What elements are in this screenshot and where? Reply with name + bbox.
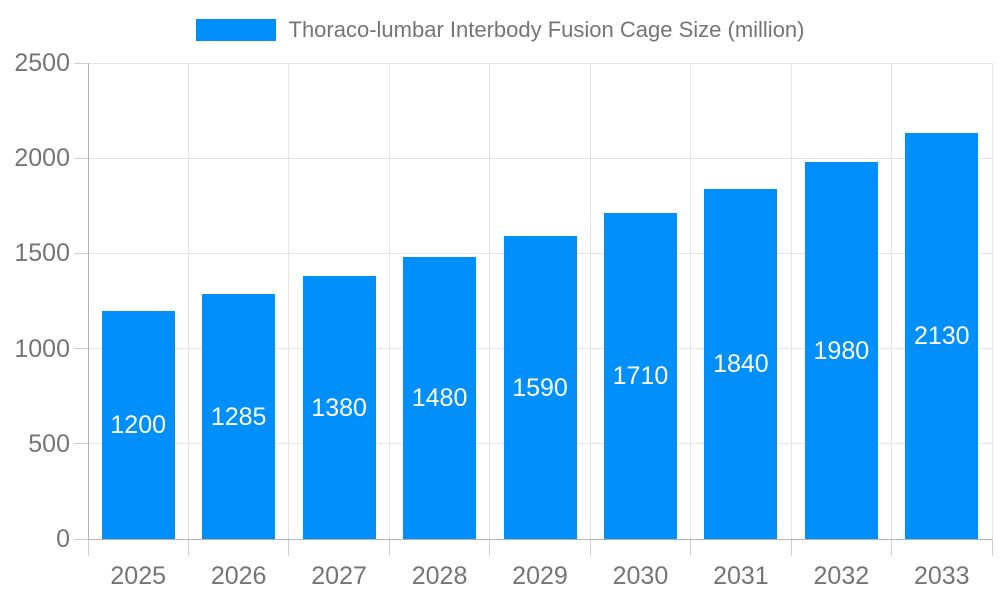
- x-axis-label: 2028: [411, 562, 468, 590]
- x-axis-tick: [690, 539, 692, 556]
- y-axis-label: 2000: [14, 144, 70, 173]
- y-axis-label: 1000: [14, 334, 70, 363]
- x-gridline: [489, 63, 491, 539]
- bar[interactable]: [503, 236, 577, 539]
- x-axis-label: 2026: [210, 562, 267, 590]
- bar[interactable]: [101, 310, 175, 539]
- x-axis-label: 2027: [311, 562, 367, 590]
- y-axis-label: 2500: [14, 49, 70, 77]
- y-axis-tick: [74, 348, 88, 350]
- bar[interactable]: [704, 188, 778, 539]
- legend-item[interactable]: Thoraco-lumbar Interbody Fusion Cage Siz…: [0, 14, 1000, 46]
- x-axis-label: 2029: [512, 562, 568, 590]
- x-axis-label: 2033: [913, 562, 970, 590]
- y-axis-line: [87, 63, 89, 539]
- x-axis-label: 2031: [713, 562, 769, 590]
- x-axis-tick: [589, 539, 591, 556]
- y-axis-label: 0: [56, 525, 70, 553]
- bar-value-label: 2130: [913, 322, 970, 351]
- y-gridline: [88, 157, 992, 159]
- x-axis-tick: [891, 539, 893, 556]
- x-gridline: [288, 63, 290, 539]
- x-axis-tick: [388, 539, 390, 556]
- bar-value-label: 1480: [411, 384, 468, 413]
- x-axis-tick: [991, 539, 993, 556]
- bar-value-label: 1840: [713, 349, 769, 378]
- legend-label: Thoraco-lumbar Interbody Fusion Cage Siz…: [288, 17, 805, 42]
- bar[interactable]: [302, 276, 376, 539]
- x-axis-label: 2032: [813, 562, 870, 590]
- x-gridline: [690, 63, 692, 539]
- bar[interactable]: [603, 213, 677, 539]
- x-axis-label: 2030: [612, 562, 669, 590]
- bar-value-label: 1380: [311, 393, 367, 422]
- x-gridline: [790, 63, 792, 539]
- y-axis-tick: [74, 538, 88, 540]
- bar-value-label: 1285: [210, 402, 267, 431]
- y-axis-tick: [74, 157, 88, 159]
- bar-value-label: 1590: [512, 373, 568, 402]
- x-gridline: [388, 63, 390, 539]
- x-gridline: [187, 63, 189, 539]
- legend-swatch: [195, 19, 276, 41]
- x-axis-tick: [187, 539, 189, 556]
- bar[interactable]: [403, 257, 477, 539]
- x-axis-tick: [489, 539, 491, 556]
- y-axis-tick: [74, 443, 88, 445]
- x-gridline: [991, 63, 993, 539]
- x-axis-tick: [87, 539, 89, 556]
- x-gridline: [891, 63, 893, 539]
- bar-value-label: 1980: [813, 336, 870, 365]
- y-axis-tick: [74, 62, 88, 64]
- bar[interactable]: [804, 162, 878, 539]
- x-axis-line: [88, 538, 992, 540]
- x-axis-tick: [288, 539, 290, 556]
- bar[interactable]: [202, 294, 276, 539]
- bar-value-label: 1710: [612, 362, 669, 391]
- x-axis-tick: [790, 539, 792, 556]
- y-axis-label: 1500: [14, 239, 70, 268]
- y-axis-tick: [74, 252, 88, 254]
- bar-value-label: 1200: [110, 410, 167, 439]
- x-gridline: [589, 63, 591, 539]
- y-axis-label: 500: [28, 429, 70, 458]
- x-axis-label: 2025: [110, 562, 167, 590]
- y-gridline: [88, 62, 992, 64]
- bar[interactable]: [905, 133, 979, 539]
